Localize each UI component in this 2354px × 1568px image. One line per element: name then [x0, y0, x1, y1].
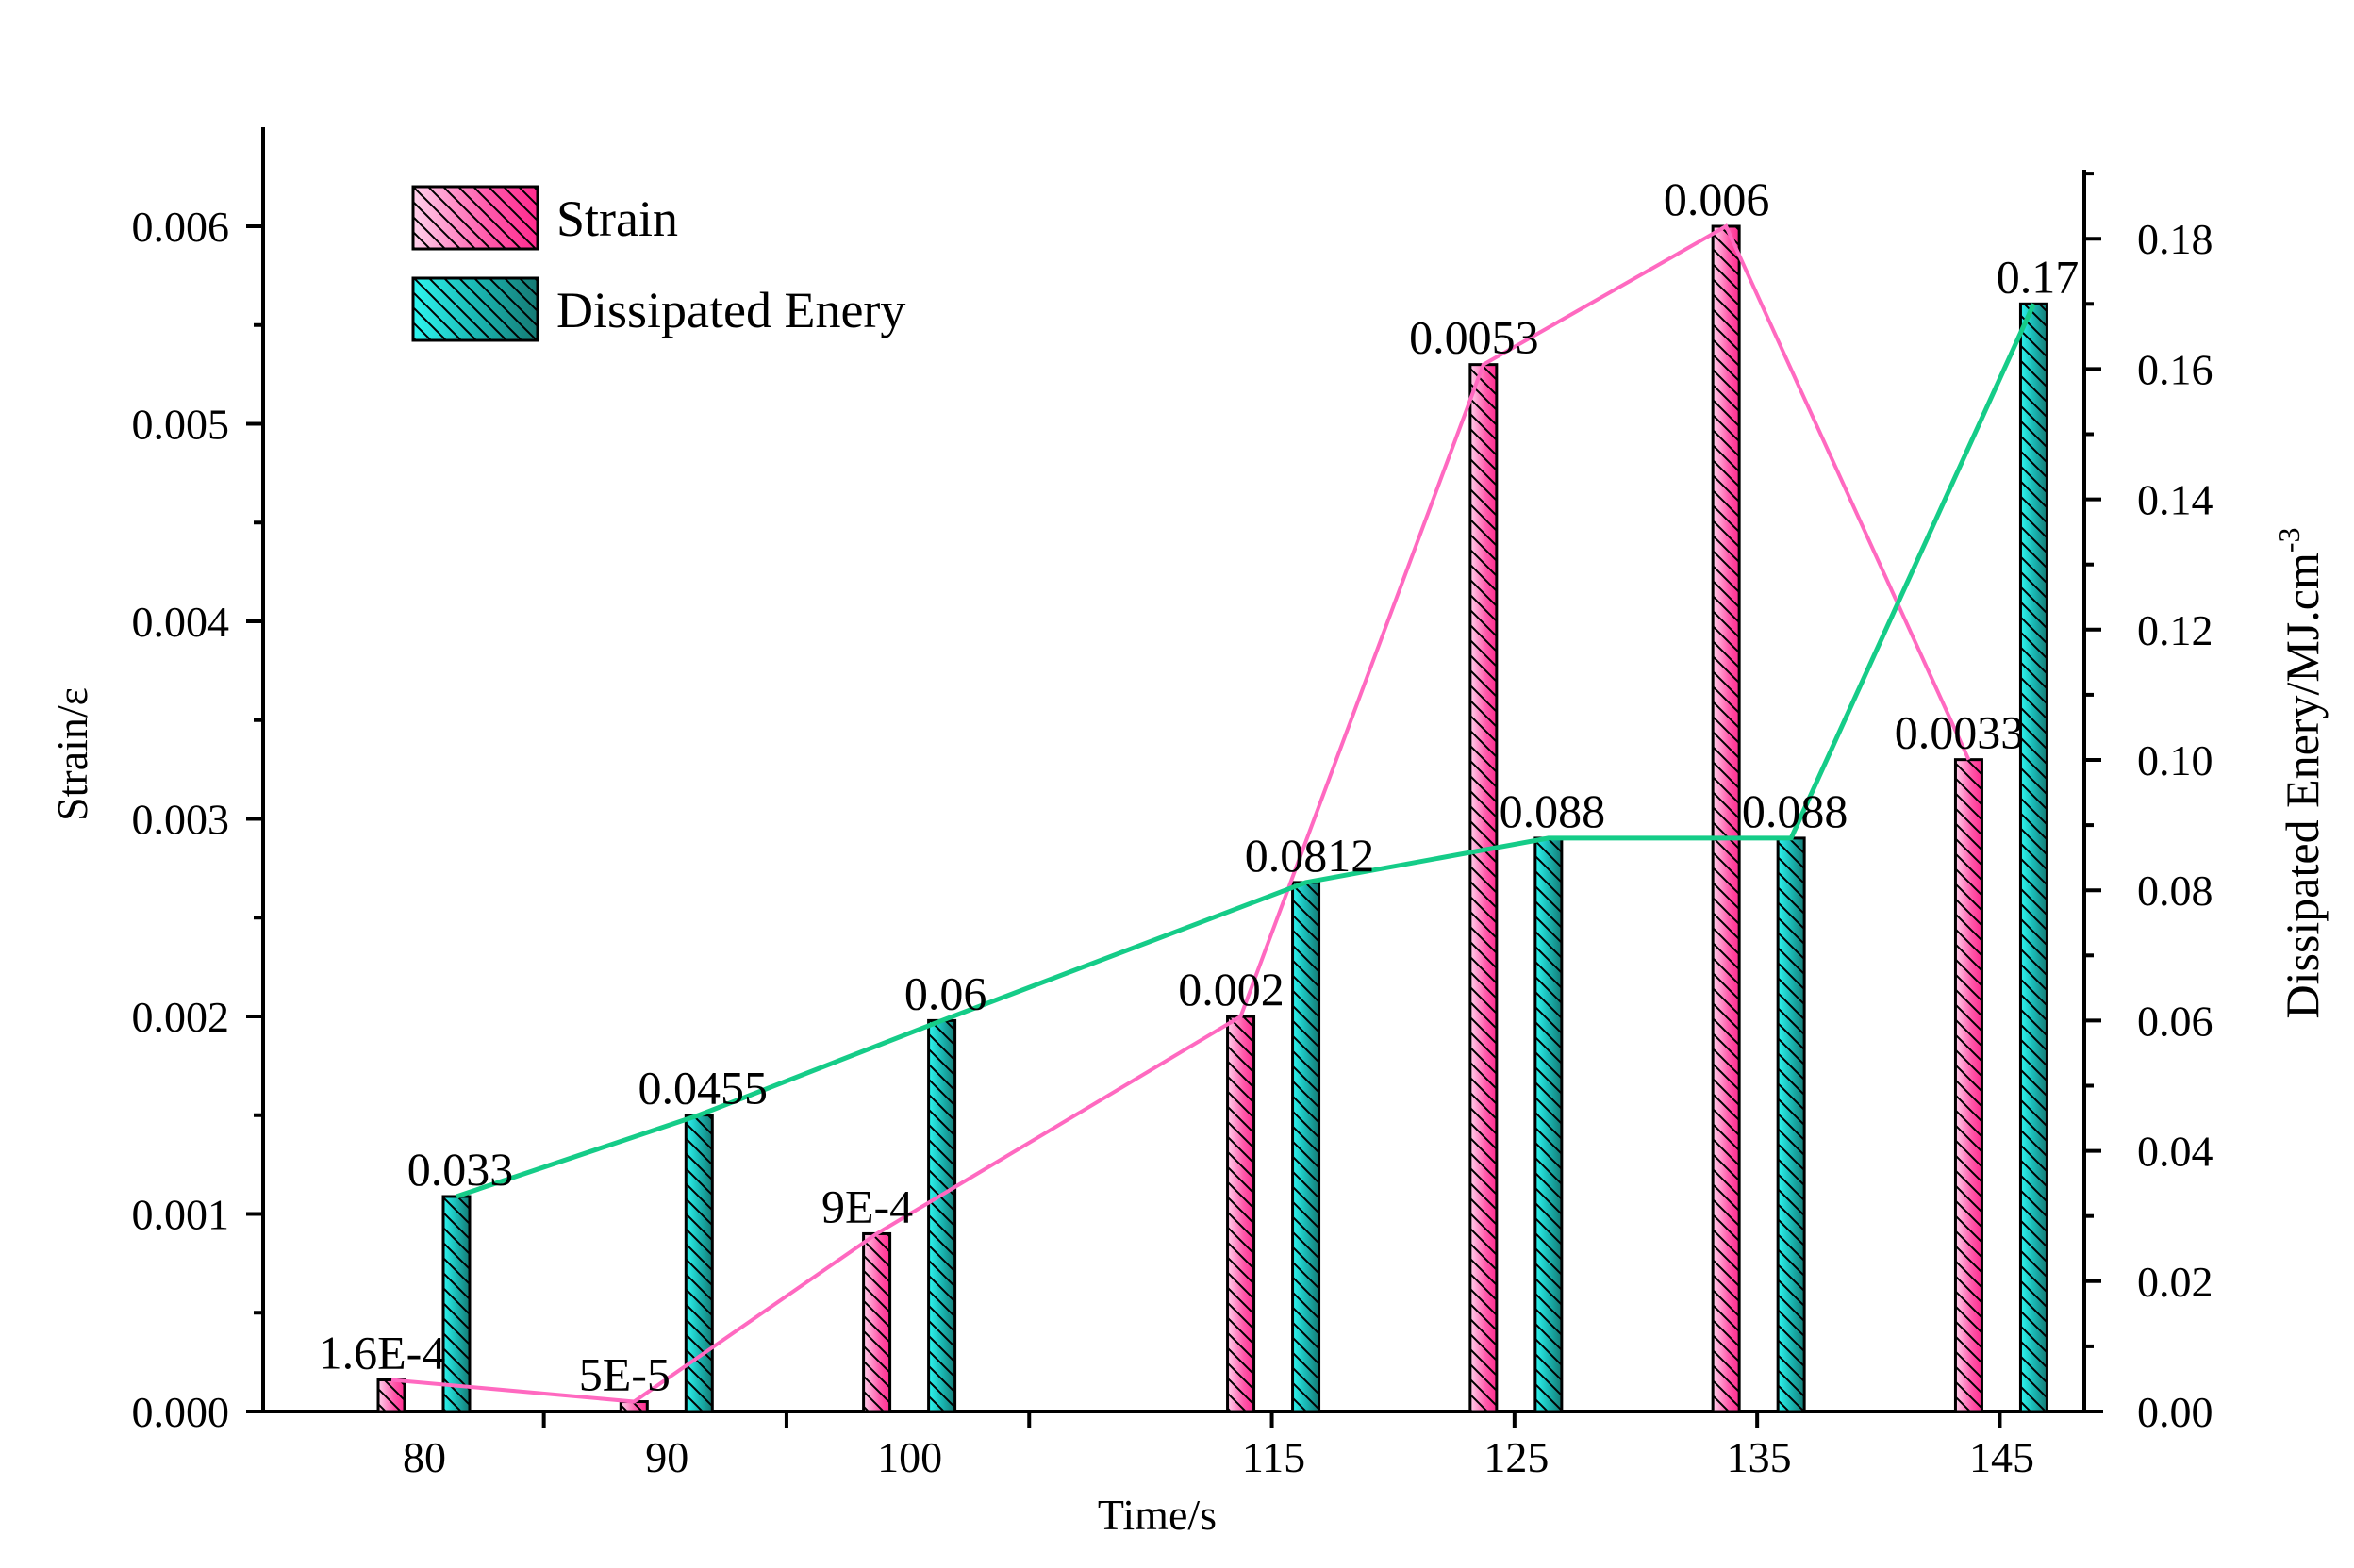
x-tick-label: 145 [1969, 1433, 2034, 1481]
y2-tick-label: 0.08 [2137, 867, 2213, 915]
y-axis-title: Strain/ε [48, 687, 96, 821]
line-strain [390, 223, 1971, 1404]
series-lines [390, 223, 2036, 1404]
data-label-energy: 0.033 [407, 1143, 514, 1196]
legend-label-strain: Strain [556, 190, 678, 247]
y2-tick-label: 0.02 [2137, 1258, 2213, 1306]
bar-energy-hatch [1534, 837, 1562, 1411]
x-tick-label: 115 [1242, 1433, 1305, 1481]
bar-strain-hatch [1227, 1016, 1254, 1411]
y2-tick-label: 0.10 [2137, 736, 2213, 784]
y2-axis-title: Dissipated Enery/MJ.cm-3 [2272, 527, 2329, 1018]
bar-energy-hatch [1292, 882, 1319, 1411]
legend-label-energy: Dissipated Enery [556, 282, 905, 338]
bar-strain-hatch [1955, 759, 1982, 1411]
data-label-energy: 0.088 [1742, 784, 1848, 837]
x-tick-label: 90 [645, 1433, 688, 1481]
bar-energy-hatch [686, 1114, 713, 1411]
line-energy [456, 303, 2036, 1199]
bar-strain-hatch [863, 1233, 890, 1411]
bars [376, 224, 2048, 1413]
y-tick-label: 0.004 [132, 598, 230, 646]
x-tick-label: 100 [877, 1433, 942, 1481]
x-ticks: 80 90 100 115 125 135 145 [403, 1411, 2034, 1481]
data-label-energy: 0.06 [904, 966, 987, 1019]
data-label-strain: 9E-4 [821, 1180, 913, 1232]
data-label-energy: 0.0455 [638, 1062, 769, 1114]
x-tick-label: 80 [403, 1433, 446, 1481]
x-axis-title: Time/s [1098, 1491, 1217, 1539]
data-label-strain: 5E-5 [579, 1348, 671, 1401]
bar-energy-hatch [1778, 837, 1805, 1411]
bar-strain-hatch [1713, 226, 1740, 1411]
y-tick-label: 0.005 [132, 401, 230, 449]
x-tick-label: 125 [1484, 1433, 1549, 1481]
y-tick-label: 0.006 [132, 203, 230, 251]
y-tick-label: 0.000 [132, 1388, 230, 1436]
bar-energy-hatch [443, 1196, 470, 1411]
y-ticks-right: 0.00 0.02 0.04 0.06 0.08 0.10 0.12 0.14 0.16 0.18 [2084, 172, 2213, 1436]
data-label-strain: 1.6E-4 [319, 1326, 446, 1378]
legend-item-energy: Dissipated Enery [411, 276, 905, 342]
data-label-strain: 0.0033 [1895, 706, 2025, 759]
y2-tick-label: 0.06 [2137, 997, 2213, 1045]
data-label-energy: 0.088 [1500, 784, 1606, 837]
x-tick-label: 135 [1727, 1433, 1792, 1481]
y2-axis-title-main: Dissipated Enery/MJ.cm [2276, 553, 2329, 1018]
y-ticks-left: 0.000 0.001 0.002 0.003 0.004 0.005 0.006 [132, 203, 263, 1436]
y-tick-label: 0.003 [132, 796, 230, 844]
data-label-energy: 0.17 [1997, 250, 2080, 303]
data-label-strain: 0.0053 [1409, 311, 1539, 364]
y2-tick-label: 0.16 [2137, 345, 2213, 393]
y-tick-label: 0.002 [132, 993, 230, 1041]
y2-tick-label: 0.18 [2137, 215, 2213, 263]
legend: Strain Dissipated Enery [411, 185, 905, 342]
data-labels: 1.6E-4 5E-5 9E-4 0.002 0.0053 0.006 0.0033 0.03… [319, 173, 2080, 1401]
data-label-strain: 0.006 [1664, 173, 1770, 225]
data-label-energy: 0.0812 [1245, 829, 1375, 882]
bar-energy-hatch [2020, 304, 2047, 1411]
y2-tick-label: 0.04 [2137, 1128, 2213, 1176]
y2-tick-label: 0.14 [2137, 476, 2213, 524]
y-tick-label: 0.001 [132, 1191, 230, 1239]
data-label-strain: 0.002 [1178, 963, 1285, 1015]
bar-energy-hatch [928, 1020, 955, 1411]
legend-item-strain: Strain [411, 185, 678, 251]
y2-tick-label: 0.00 [2137, 1388, 2213, 1436]
bar-strain-hatch [378, 1379, 405, 1411]
bar-strain-hatch [1469, 364, 1497, 1411]
y2-axis-title-sup: -3 [2272, 527, 2306, 553]
bar-strain-hatch [621, 1401, 648, 1411]
y2-tick-label: 0.12 [2137, 606, 2213, 654]
